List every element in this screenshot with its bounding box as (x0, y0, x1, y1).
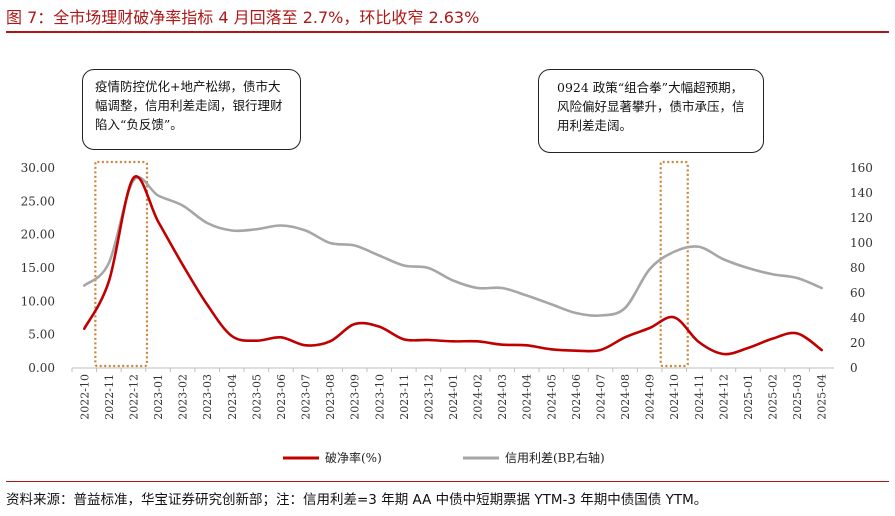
title-bar: 图 7：全市场理财破净率指标 4 月回落至 2.7%，环比收窄 2.63% (0, 0, 895, 30)
y-left-tick-label: 30.00 (21, 161, 55, 175)
x-tick-label: 2024-08 (619, 374, 632, 420)
x-tick-label: 2023-05 (250, 374, 263, 420)
x-tick-label: 2023-03 (201, 374, 214, 420)
x-tick-label: 2023-04 (226, 374, 239, 420)
annotation-text-left: 疫情防控优化+地产松绑，债市大幅调整，信用利差走阔，银行理财陷入“负反馈”。 (95, 79, 283, 132)
y-right-tick-label: 120 (850, 211, 873, 225)
y-right-tick-label: 80 (850, 261, 865, 275)
legend-label-1: 破净率(%) (325, 450, 382, 465)
y-right-tick-label: 160 (850, 161, 873, 175)
x-tick-label: 2024-12 (717, 374, 730, 420)
x-tick-label: 2024-03 (496, 374, 509, 420)
chart-series (82, 175, 824, 356)
x-tick-label: 2023-11 (398, 374, 411, 420)
x-tick-label: 2023-01 (152, 374, 165, 420)
x-tick-label: 2025-03 (791, 374, 804, 420)
y-right-tick-label: 0 (850, 361, 858, 375)
footer-divider (6, 481, 889, 482)
chart-axes: 2022-10 2022-11 2022-12 2023-01 2023-02 2023-… (21, 161, 873, 420)
y-left-tick-label: 10.00 (21, 294, 55, 308)
x-tick-label: 2025-01 (742, 374, 755, 420)
y-right-tick-label: 40 (850, 311, 865, 325)
x-tick-label: 2025-02 (767, 374, 780, 420)
annotation-callout-right: 0924 政策“组合拳”大幅超预期，风险偏好显著攀升，债市承压，信用利差走阔。 (538, 69, 764, 153)
y-right-tick-label: 100 (850, 236, 873, 250)
x-tick-label: 2024-05 (545, 374, 558, 420)
annotation-text-right: 0924 政策“组合拳”大幅超预期，风险偏好显著攀升，债市承压，信用利差走阔。 (557, 80, 745, 133)
x-tick-label: 2023-10 (373, 374, 386, 420)
chart-title: 图 7：全市场理财破净率指标 4 月回落至 2.7%，环比收窄 2.63% (6, 8, 480, 27)
y-right-tick-label: 140 (850, 186, 873, 200)
y-left-tick-label: 15.00 (21, 261, 55, 275)
x-tick-label: 2024-09 (644, 374, 657, 420)
x-tick-label: 2023-06 (275, 374, 288, 420)
x-tick-label: 2024-06 (570, 374, 583, 420)
line-chart: 2022-10 2022-11 2022-12 2023-01 2023-02 2023-… (21, 160, 873, 465)
highlight-box-1 (94, 160, 149, 368)
legend-label-2: 信用利差(BP,右轴) (505, 450, 605, 465)
title-divider (6, 31, 889, 33)
y-right-tick-label: 60 (850, 286, 865, 300)
x-tick-label: 2024-02 (472, 374, 485, 420)
annotation-callout-left: 疫情防控优化+地产松绑，债市大幅调整，信用利差走阔，银行理财陷入“负反馈”。 (82, 69, 301, 150)
x-tick-label: 2024-01 (447, 374, 460, 420)
x-tick-label: 2023-09 (349, 374, 362, 420)
x-tick-label: 2023-02 (177, 374, 190, 420)
source-note: 资料来源：普益标准，华宝证券研究创新部；注：信用利差=3 年期 AA 中债中短期… (6, 492, 708, 508)
x-tick-label: 2025-04 (816, 374, 829, 420)
chart-legend: 破净率(%) 信用利差(BP,右轴) (283, 450, 605, 465)
series-line-spread (82, 176, 824, 318)
x-tick-label: 2024-07 (594, 374, 607, 420)
y-left-tick-label: 20.00 (21, 228, 55, 242)
y-left-tick-label: 0.00 (28, 361, 55, 375)
x-tick-label: 2022-11 (103, 374, 116, 420)
x-tick-label: 2024-11 (693, 374, 706, 420)
x-tick-label: 2022-12 (127, 374, 140, 420)
highlight-boxes (94, 160, 689, 368)
x-tick-label: 2022-10 (78, 374, 91, 420)
x-tick-label: 2023-12 (422, 374, 435, 420)
highlight-box-2 (659, 160, 689, 368)
series-line-ratio (82, 175, 824, 356)
y-left-tick-label: 25.00 (21, 194, 55, 208)
x-tick-label: 2023-07 (300, 374, 313, 420)
x-tick-label: 2023-08 (324, 374, 337, 420)
y-left-tick-label: 5.00 (28, 328, 55, 342)
x-tick-label: 2024-04 (521, 374, 534, 420)
y-right-tick-label: 20 (850, 336, 865, 350)
x-tick-label: 2024-10 (668, 374, 681, 420)
